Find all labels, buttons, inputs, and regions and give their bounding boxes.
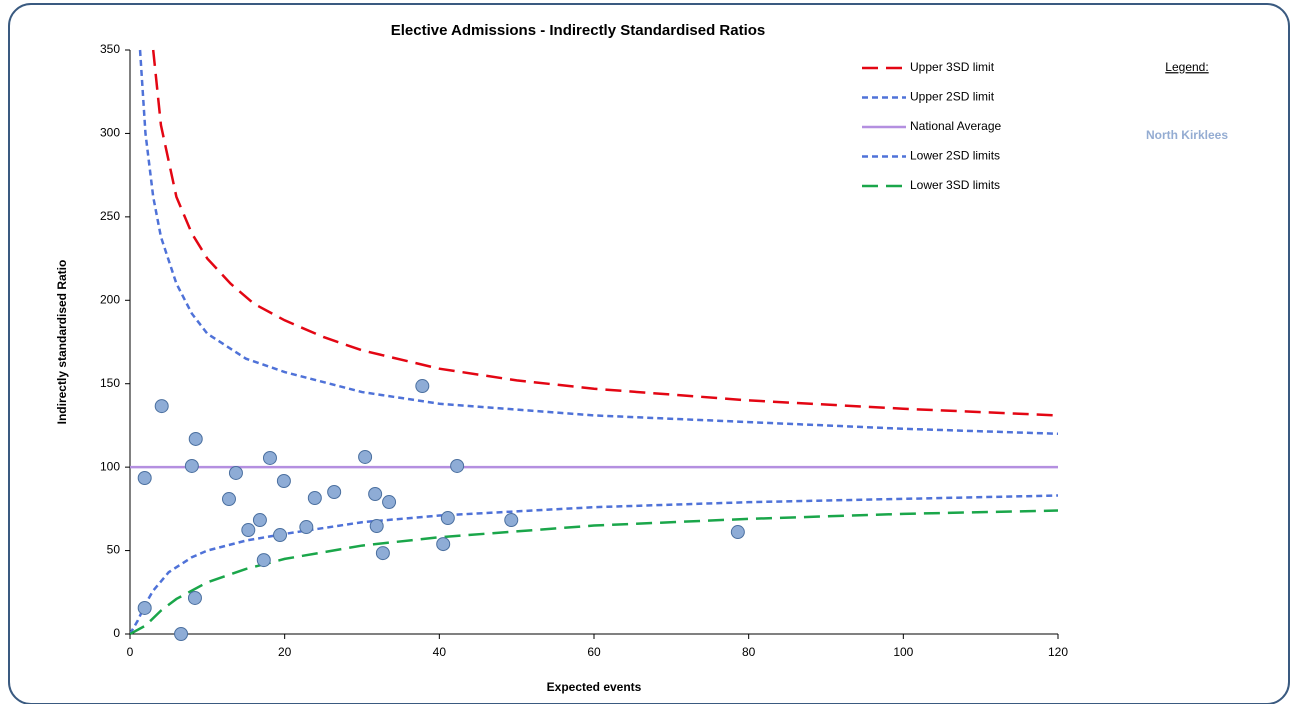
legend-heading: Legend: <box>1165 60 1208 74</box>
y-tick-label: 350 <box>100 42 120 56</box>
x-tick-label: 80 <box>742 645 756 659</box>
y-tick-label: 0 <box>113 626 120 640</box>
data-point <box>368 487 383 502</box>
data-point <box>730 525 745 540</box>
plot-area: 0 50 100 150 200 250 300 350 0 20 40 60 80 100 120 Uppe… <box>100 42 1068 659</box>
data-point <box>221 492 236 507</box>
y-tick-label: 50 <box>107 543 121 557</box>
legend-label: National Average <box>910 119 1002 133</box>
y-tick-label: 250 <box>100 209 120 223</box>
data-point <box>241 523 256 538</box>
legend-label: Upper 2SD limit <box>910 90 995 104</box>
x-tick-label: 0 <box>127 645 134 659</box>
limit-line <box>138 49 1058 436</box>
data-point <box>436 537 451 552</box>
data-point <box>273 528 288 543</box>
legend-label: Lower 3SD limits <box>910 178 1000 192</box>
data-point <box>327 485 342 500</box>
legend-label: Upper 3SD limit <box>910 60 995 74</box>
data-point <box>188 431 203 446</box>
data-point <box>187 590 202 605</box>
limit-line <box>151 49 1058 417</box>
data-point <box>299 520 314 535</box>
area-label: North Kirklees <box>1146 128 1228 142</box>
x-axis-label: Expected events <box>547 680 642 694</box>
x-tick-label: 100 <box>893 645 913 659</box>
x-tick-label: 40 <box>433 645 447 659</box>
data-point <box>184 458 199 473</box>
data-point <box>440 511 455 526</box>
legend-label: Lower 2SD limits <box>910 149 1000 163</box>
y-tick-label: 300 <box>100 126 120 140</box>
data-point <box>504 513 519 528</box>
x-tick-label: 60 <box>587 645 601 659</box>
x-tick-label: 20 <box>278 645 292 659</box>
y-tick-label: 100 <box>100 459 120 473</box>
chart-frame <box>8 3 1290 704</box>
data-point <box>369 519 384 534</box>
y-axis-label: Indirectly standardised Ratio <box>55 260 69 425</box>
x-tick-label: 120 <box>1048 645 1068 659</box>
data-point <box>154 399 169 414</box>
y-tick-label: 150 <box>100 376 120 390</box>
data-point <box>174 627 189 641</box>
data-point <box>375 546 390 561</box>
data-point <box>262 450 277 465</box>
data-point <box>276 473 291 488</box>
limit-line <box>130 494 1058 635</box>
data-point <box>137 600 152 615</box>
chart-title: Elective Admissions - Indirectly Standar… <box>391 22 766 39</box>
data-point <box>358 449 373 464</box>
y-tick-label: 200 <box>100 292 120 306</box>
data-point <box>137 470 152 485</box>
data-point <box>382 495 397 510</box>
data-point <box>252 513 267 528</box>
data-point <box>256 553 271 568</box>
data-point <box>415 379 430 394</box>
data-point <box>307 491 322 506</box>
data-point <box>228 465 243 480</box>
data-point <box>450 458 465 473</box>
